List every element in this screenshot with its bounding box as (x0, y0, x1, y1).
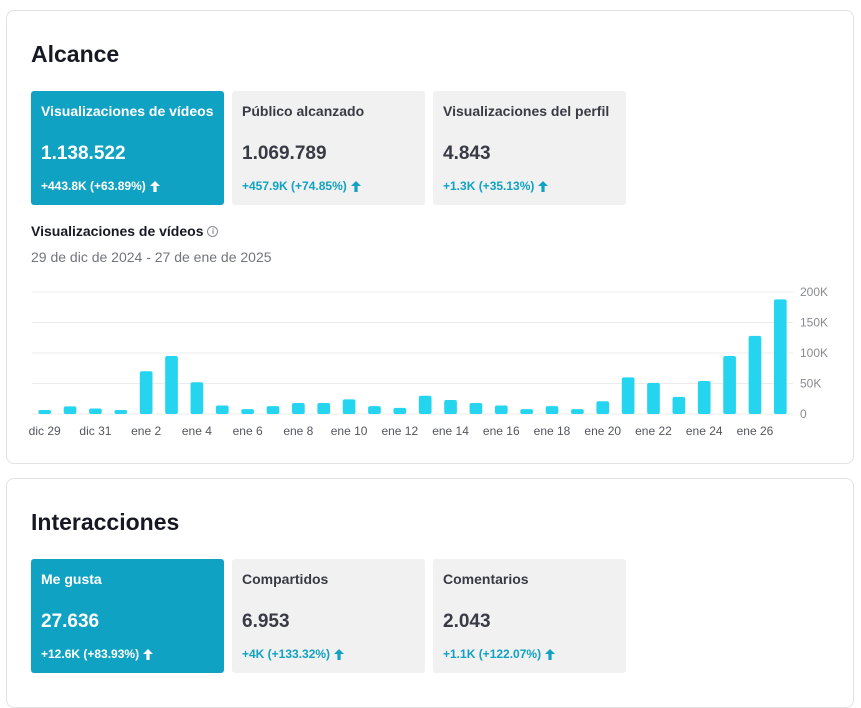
chart-bar[interactable] (520, 409, 533, 414)
reach-title: Alcance (31, 41, 120, 67)
metric-label: Visualizaciones de vídeos (41, 103, 214, 119)
metric-value: 6.953 (242, 611, 290, 632)
info-icon[interactable]: i (207, 225, 219, 237)
chart-bar[interactable] (292, 403, 305, 414)
x-tick-label: ene 8 (283, 424, 313, 438)
chart-title-text: Visualizaciones de vídeos (31, 223, 204, 239)
metric-label: Me gusta (41, 571, 102, 587)
chart-bar[interactable] (393, 407, 407, 414)
y-tick-label: 50K (800, 377, 821, 391)
chart-bar[interactable] (672, 396, 686, 414)
chart-bar[interactable] (215, 405, 229, 414)
chart-bar[interactable] (596, 401, 610, 414)
x-tick-label: ene 26 (737, 424, 774, 438)
metric-value: 27.636 (41, 611, 100, 632)
metric-label: Visualizaciones del perfil (443, 103, 610, 119)
metric-value: 1.069.789 (242, 143, 327, 164)
chart-bar[interactable] (342, 399, 356, 414)
y-tick-label: 100K (800, 346, 828, 360)
chart-date-range: 29 de dic de 2024 - 27 de ene de 2025 (31, 249, 272, 265)
metric-label: Público alcanzado (242, 103, 365, 119)
chart-bar[interactable] (748, 335, 762, 414)
metric-delta: +1.3K (+35.13%) (443, 179, 549, 193)
metric-card-likes[interactable]: Me gusta 27.636 +12.6K (+83.93%) (31, 559, 224, 673)
x-tick-label: ene 22 (635, 424, 672, 438)
x-tick-label: ene 14 (432, 424, 469, 438)
x-tick-label: dic 29 (29, 424, 61, 438)
metric-delta-text: +4K (+133.32%) (242, 647, 331, 661)
y-tick-label: 150K (800, 316, 828, 330)
x-tick-label: ene 18 (534, 424, 571, 438)
arrow-up-icon (143, 648, 154, 660)
arrow-up-icon (350, 180, 361, 192)
metric-delta-text: +1.1K (+122.07%) (443, 647, 542, 661)
chart-bar[interactable] (621, 377, 635, 414)
chart-bar[interactable] (190, 382, 204, 414)
arrow-up-icon (334, 648, 345, 660)
arrow-up-icon (538, 180, 549, 192)
metric-delta-text: +457.9K (+74.85%) (242, 179, 347, 193)
metric-value: 4.843 (443, 143, 491, 164)
interactions-title: Interacciones (31, 509, 180, 535)
metric-card-shares[interactable]: Compartidos 6.953 +4K (+133.32%) (232, 559, 425, 673)
x-tick-label: ene 6 (233, 424, 263, 438)
chart-bar[interactable] (697, 381, 711, 414)
chart-bar[interactable] (444, 399, 457, 414)
y-tick-label: 0 (800, 407, 807, 421)
x-tick-label: ene 24 (686, 424, 723, 438)
x-tick-label: ene 4 (182, 424, 212, 438)
interactions-panel: Interacciones Me gusta 27.636 +12.6K (+8… (6, 478, 854, 708)
metric-card-profile-views[interactable]: Visualizaciones del perfil 4.843 +1.3K (… (433, 91, 626, 205)
reach-panel: Alcance Visualizaciones de vídeos 1.138.… (6, 10, 854, 464)
metric-delta: +4K (+133.32%) (242, 647, 345, 661)
x-tick-label: ene 20 (584, 424, 621, 438)
chart-title: Visualizaciones de vídeos i (31, 223, 219, 239)
metric-label: Compartidos (242, 571, 329, 587)
x-tick-label: ene 10 (331, 424, 368, 438)
chart-bar[interactable] (545, 406, 559, 414)
interactions-cards: Me gusta 27.636 +12.6K (+83.93%) Compart… (31, 559, 626, 673)
chart-bar[interactable] (89, 408, 102, 414)
metric-value: 1.138.522 (41, 143, 126, 164)
metric-delta: +457.9K (+74.85%) (242, 179, 361, 193)
video-views-chart: 0 50K 100K 150K 200K dic 29 dic 31 ene 2 ene 4 en… (29, 285, 828, 438)
metric-label: Comentarios (443, 571, 529, 587)
chart-bar[interactable] (418, 395, 432, 414)
metric-delta: +1.1K (+122.07%) (443, 647, 556, 661)
x-tick-label: ene 2 (131, 424, 161, 438)
x-tick-label: ene 16 (483, 424, 520, 438)
arrow-up-icon (149, 180, 160, 192)
y-tick-label: 200K (800, 285, 828, 299)
metric-delta: +443.8K (+63.89%) (41, 179, 160, 193)
metric-delta-text: +443.8K (+63.89%) (41, 179, 146, 193)
chart-bar[interactable] (773, 299, 787, 414)
metric-delta: +12.6K (+83.93%) (41, 647, 154, 661)
metric-delta-text: +1.3K (+35.13%) (443, 179, 535, 193)
chart-bar[interactable] (647, 382, 660, 414)
metric-delta-text: +12.6K (+83.93%) (41, 647, 140, 661)
chart-bar[interactable] (368, 406, 381, 414)
metric-value: 2.043 (443, 611, 491, 632)
arrow-up-icon (545, 648, 556, 660)
reach-cards: Visualizaciones de vídeos 1.138.522 +443… (31, 91, 626, 205)
chart-bar[interactable] (317, 403, 331, 414)
chart-bar[interactable] (494, 405, 508, 414)
chart-bar[interactable] (63, 406, 77, 414)
chart-bar[interactable] (723, 356, 736, 414)
chart-bar[interactable] (241, 409, 254, 414)
chart-bar[interactable] (469, 403, 483, 414)
chart-bar[interactable] (165, 356, 178, 414)
chart-bar[interactable] (139, 371, 153, 414)
chart-bar[interactable] (38, 410, 52, 414)
metric-card-video-views[interactable]: Visualizaciones de vídeos 1.138.522 +443… (31, 91, 224, 205)
chart-bar[interactable] (571, 409, 584, 414)
metric-card-audience-reached[interactable]: Público alcanzado 1.069.789 +457.9K (+74… (232, 91, 425, 205)
x-tick-label: dic 31 (79, 424, 111, 438)
chart-bar[interactable] (114, 410, 128, 414)
chart-bar[interactable] (266, 406, 280, 414)
metric-card-comments[interactable]: Comentarios 2.043 +1.1K (+122.07%) (433, 559, 626, 673)
x-tick-label: ene 12 (381, 424, 418, 438)
